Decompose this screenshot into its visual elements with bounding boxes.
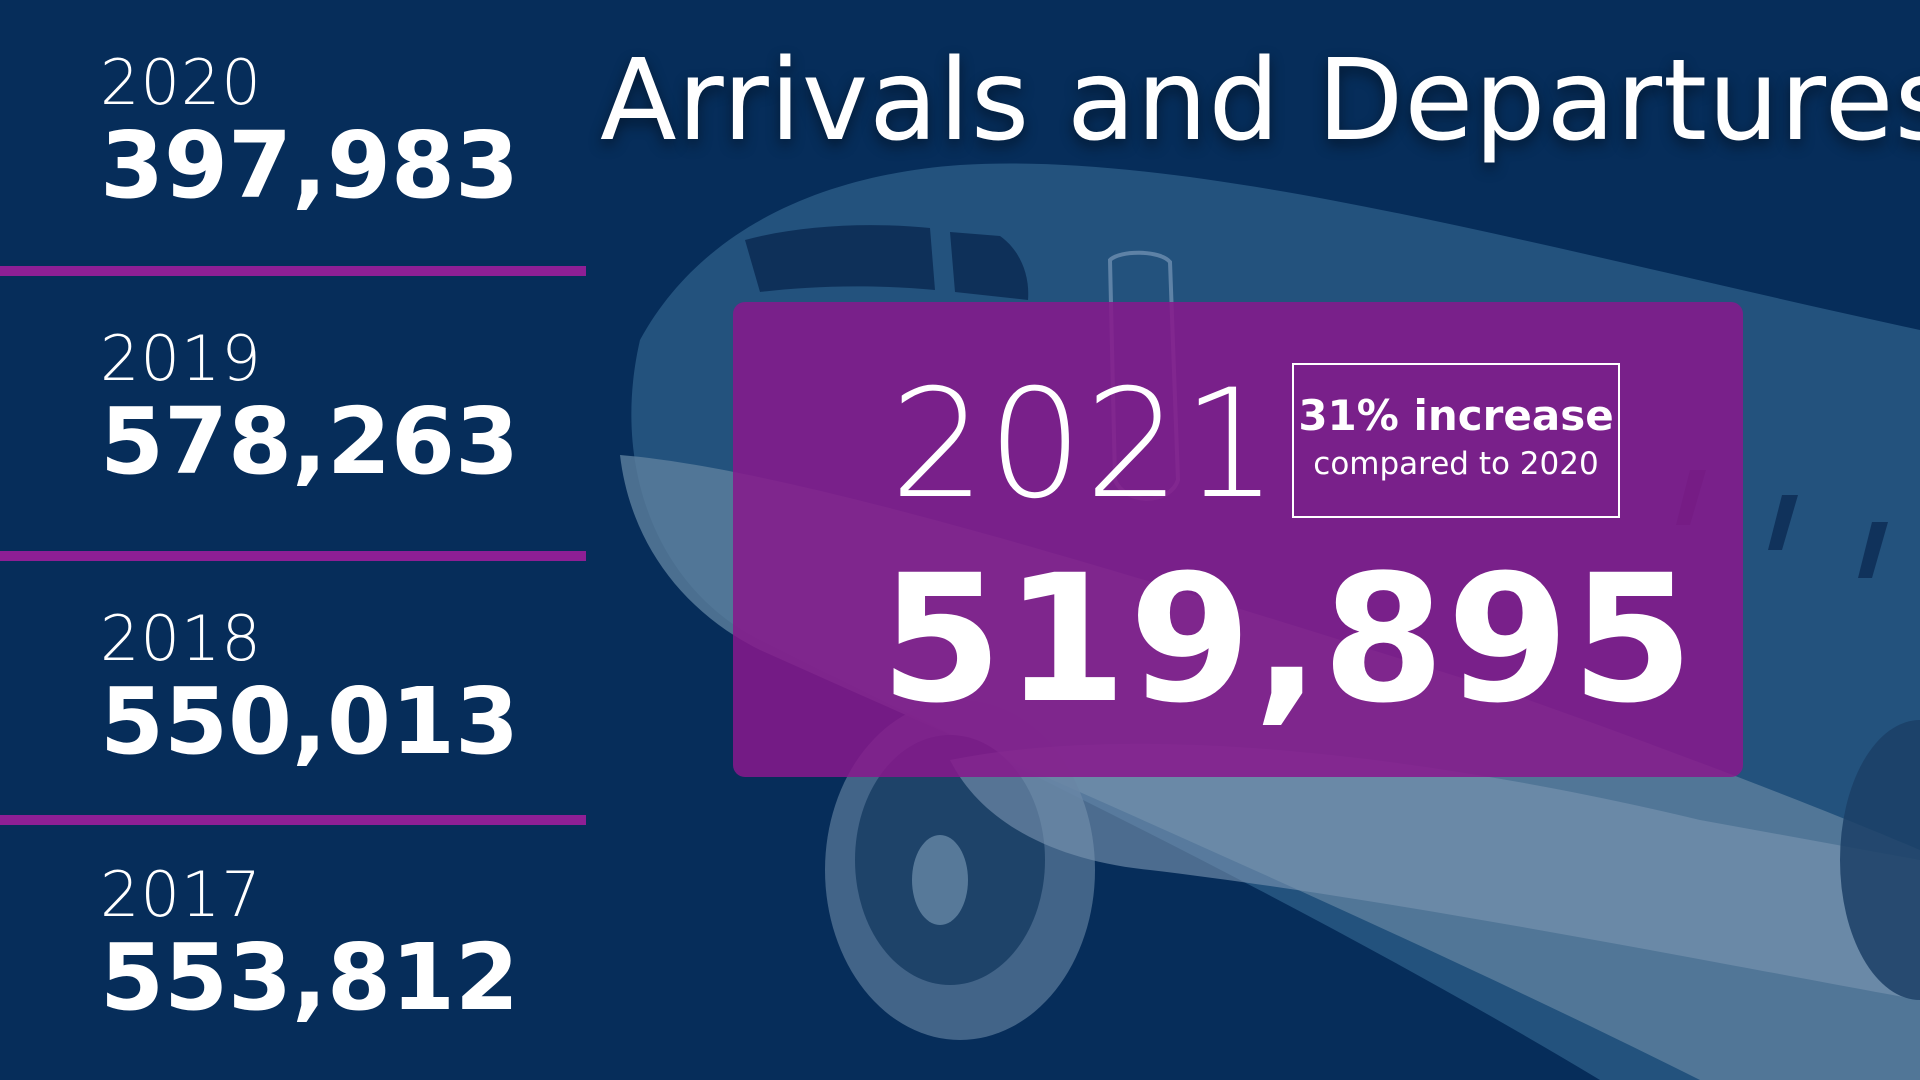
history-item: 2019 578,263	[100, 324, 580, 490]
history-value: 397,983	[100, 112, 520, 219]
highlight-value: 519,895	[880, 537, 1696, 742]
airplane-wing	[950, 743, 1920, 1000]
divider	[0, 266, 586, 276]
increase-badge: 31% increase compared to 2020	[1292, 363, 1620, 518]
history-item: 2017 553,812	[100, 860, 580, 1026]
highlight-year: 2021	[890, 358, 1280, 532]
history-item: 2018 550,013	[100, 604, 580, 770]
history-value: 578,263	[100, 388, 520, 495]
badge-main-text: 31% increase	[1298, 391, 1614, 440]
history-year: 2020	[100, 46, 262, 119]
highlight-card	[733, 302, 1743, 777]
divider	[0, 815, 586, 825]
history-value: 550,013	[100, 668, 520, 775]
badge-sub-text: compared to 2020	[1313, 446, 1599, 482]
history-year: 2019	[100, 322, 262, 395]
cockpit-window	[745, 225, 935, 292]
engine-hub	[912, 835, 968, 925]
divider	[0, 551, 586, 561]
history-value: 553,812	[100, 924, 520, 1031]
history-item: 2020 397,983	[100, 48, 580, 214]
cabin-window	[1768, 495, 1798, 550]
cabin-window	[1858, 522, 1888, 578]
history-year: 2017	[100, 858, 262, 931]
engine-right	[1840, 720, 1920, 1000]
page-title: Arrivals and Departures	[600, 36, 1920, 166]
cockpit-window	[950, 232, 1029, 300]
history-year: 2018	[100, 602, 262, 675]
history-list: 2020 397,983 2019 578,263 2018 550,013 2…	[0, 0, 586, 1080]
